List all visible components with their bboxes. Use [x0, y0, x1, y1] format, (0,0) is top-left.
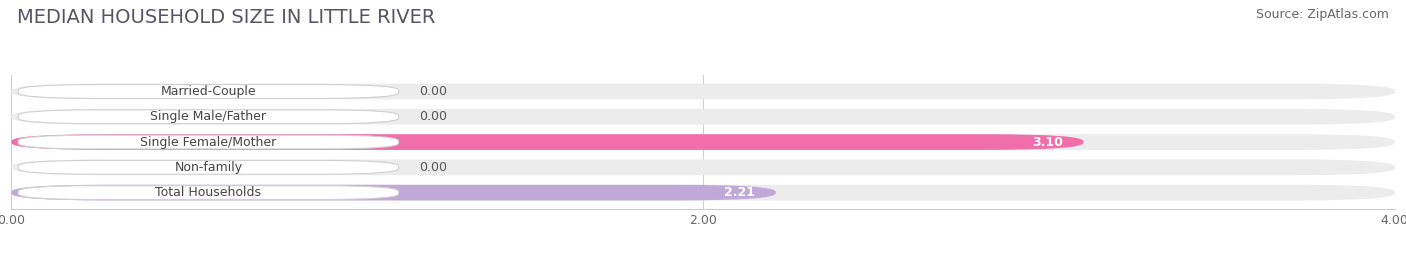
- FancyBboxPatch shape: [18, 186, 399, 199]
- FancyBboxPatch shape: [18, 161, 399, 174]
- FancyBboxPatch shape: [11, 159, 1395, 175]
- FancyBboxPatch shape: [11, 134, 1395, 150]
- FancyBboxPatch shape: [18, 85, 399, 98]
- Text: 0.00: 0.00: [419, 110, 447, 123]
- Text: Source: ZipAtlas.com: Source: ZipAtlas.com: [1256, 8, 1389, 21]
- FancyBboxPatch shape: [11, 134, 1084, 150]
- FancyBboxPatch shape: [11, 185, 776, 200]
- Text: 0.00: 0.00: [419, 85, 447, 98]
- Text: Non-family: Non-family: [174, 161, 242, 174]
- Text: MEDIAN HOUSEHOLD SIZE IN LITTLE RIVER: MEDIAN HOUSEHOLD SIZE IN LITTLE RIVER: [17, 8, 436, 27]
- Text: Single Female/Mother: Single Female/Mother: [141, 136, 277, 148]
- FancyBboxPatch shape: [11, 109, 1395, 125]
- Text: Total Households: Total Households: [156, 186, 262, 199]
- Text: 3.10: 3.10: [1032, 136, 1063, 148]
- Text: 2.21: 2.21: [724, 186, 755, 199]
- FancyBboxPatch shape: [11, 84, 1395, 99]
- Text: 0.00: 0.00: [419, 161, 447, 174]
- Text: Married-Couple: Married-Couple: [160, 85, 256, 98]
- FancyBboxPatch shape: [18, 110, 399, 124]
- FancyBboxPatch shape: [11, 185, 1395, 200]
- Text: Single Male/Father: Single Male/Father: [150, 110, 266, 123]
- FancyBboxPatch shape: [18, 135, 399, 149]
